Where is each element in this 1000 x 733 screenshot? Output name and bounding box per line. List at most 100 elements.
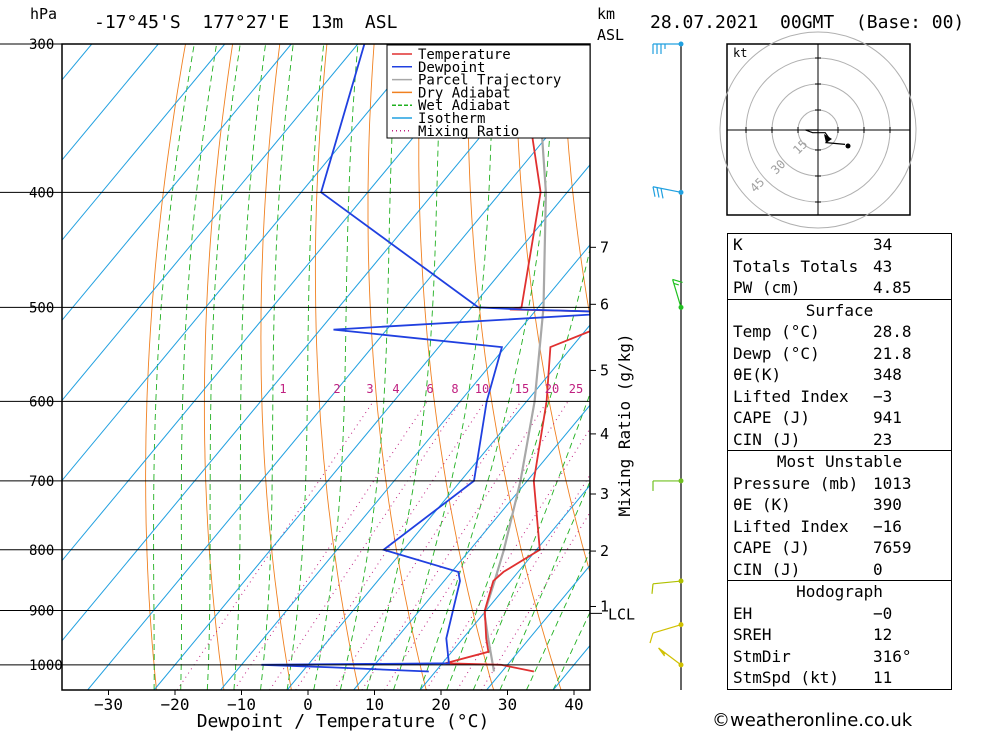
pressure-tick-label: 900 (29, 604, 54, 620)
index-row: PW (cm) 4.85 (733, 278, 912, 297)
x-tick-label: 40 (564, 695, 583, 714)
legend-label: Dewpoint (418, 60, 485, 76)
wet-adiabat (526, 550, 590, 690)
x-tick-label: −30 (94, 695, 123, 714)
surface-row: CIN (J) 23 (733, 429, 893, 449)
isotherm (419, 484, 590, 690)
wind-barb (651, 578, 684, 594)
dry-adiabat (260, 44, 292, 690)
mixing-ratio-label: 2 (333, 382, 340, 396)
hodograph-unit: kt (733, 46, 747, 60)
hodograph-end-marker (845, 143, 851, 149)
wet-adiabat (552, 611, 590, 690)
hodograph-row: EH −0 (733, 603, 893, 623)
mixing-ratio-label: 3 (366, 382, 373, 396)
copyright: ©weatheronline.co.uk (712, 710, 913, 731)
km-tick-label: 6 (600, 295, 609, 313)
surface-row: θE(K) 348 (733, 365, 902, 384)
x-axis-label: Dewpoint / Temperature (°C) (197, 711, 490, 732)
km-tick-label: 7 (600, 238, 609, 256)
dry-adiabat (982, 27, 1000, 691)
legend-label: Isotherm (418, 111, 485, 127)
most-unstable-row: CAPE (J) 7659 (733, 538, 912, 557)
wet-adiabat (206, 44, 241, 690)
km-tick-label: 5 (600, 361, 609, 379)
wind-barb (658, 647, 684, 668)
legend-label: Temperature (418, 47, 511, 63)
temperature-profile (445, 44, 590, 673)
lcl-label: LCL (608, 605, 635, 623)
indices-table: K 34 Totals Totals 43 PW (cm) 4.85 Surface … (727, 233, 952, 690)
dry-adiabat (367, 44, 427, 690)
dry-adiabat (145, 44, 186, 690)
isotherm (62, 44, 159, 161)
km-tick-label: 4 (600, 425, 609, 443)
isotherm (486, 564, 590, 690)
wet-adiabat (339, 44, 398, 690)
km-tick-label: 3 (600, 485, 609, 503)
mixing-ratio-line (361, 401, 548, 690)
mixing-ratio-label: 6 (426, 382, 433, 396)
km-tick-label: 1 (600, 597, 609, 615)
pressure-unit: hPa (30, 5, 58, 23)
legend-box (386, 44, 591, 139)
dry-adiabat (562, 44, 590, 320)
pressure-tick-label: 300 (29, 37, 54, 53)
surface-row: Dewp (°C) 21.8 (733, 343, 912, 363)
mixing-ratio-label: 25 (569, 382, 583, 396)
mixing-ratio-line (333, 401, 522, 690)
dry-adiabat (203, 44, 234, 690)
dry-adiabat (314, 44, 360, 690)
wet-adiabat (472, 392, 590, 690)
mixing-ratio-label: 8 (451, 382, 458, 396)
wind-barb (672, 278, 684, 310)
wind-barb (652, 478, 684, 491)
wet-adiabat (366, 44, 443, 690)
isotherm (62, 44, 558, 642)
plot-frame (61, 43, 591, 691)
wet-adiabat (286, 44, 325, 690)
mixing-ratio-label: 1 (279, 382, 286, 396)
pressure-tick-label: 700 (29, 474, 54, 490)
isotherm (62, 44, 226, 241)
mixing-ratio-line (425, 427, 590, 690)
x-tick-label: −10 (227, 695, 256, 714)
wet-adiabat (260, 44, 294, 690)
hodograph-ring (719, 31, 917, 229)
mixing-ratio-line (456, 474, 590, 690)
x-tick-label: 20 (431, 695, 450, 714)
km-tick-label: 2 (600, 542, 609, 560)
wet-adiabat (153, 44, 195, 690)
x-tick-label: −20 (161, 695, 190, 714)
pressure-tick-label: 800 (29, 543, 54, 559)
pressure-tick-label: 1000 (29, 658, 63, 674)
location-title: -17°45'S 177°27'E 13m ASL (94, 12, 398, 33)
isotherm (62, 44, 292, 322)
pressure-tick-label: 500 (29, 300, 54, 316)
height-unit: km (597, 5, 616, 23)
storm-motion-marker (824, 134, 832, 143)
index-row: Totals Totals 43 (733, 256, 893, 276)
legend-label: Wet Adiabat (418, 98, 511, 114)
isotherm (0, 44, 25, 690)
isotherm (62, 44, 492, 562)
surface-row: CAPE (J) 941 (733, 408, 902, 427)
mixing-ratio-axis-label: Mixing Ratio (g/kg) (615, 333, 634, 516)
most-unstable-row: CIN (J) 0 (733, 559, 883, 579)
mixing-ratio-line (176, 401, 374, 690)
wind-barb (649, 622, 684, 644)
dry-adiabat (515, 44, 590, 574)
wet-adiabat (180, 44, 218, 690)
isotherm (153, 164, 590, 690)
legend-label: Mixing Ratio (418, 124, 519, 140)
dry-adiabat (467, 44, 562, 690)
mixing-ratio-line (295, 401, 486, 690)
surface-title: Surface (805, 300, 874, 320)
mixing-ratio-line (269, 401, 461, 690)
mixing-ratio-label: 4 (392, 382, 399, 396)
isotherm (62, 44, 359, 402)
isotherm (353, 404, 590, 690)
most-unstable-row: Pressure (mb) 1013 (733, 473, 912, 493)
mixing-ratio-line (233, 401, 428, 690)
